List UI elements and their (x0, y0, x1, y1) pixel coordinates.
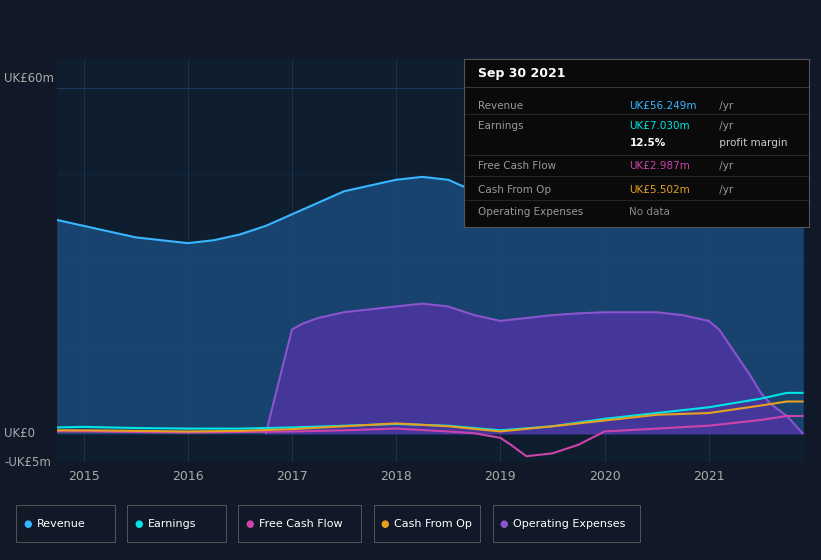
Text: /yr: /yr (716, 121, 733, 131)
Text: Earnings: Earnings (148, 519, 196, 529)
Text: Operating Expenses: Operating Expenses (513, 519, 626, 529)
Text: /yr: /yr (716, 161, 733, 171)
Text: Free Cash Flow: Free Cash Flow (259, 519, 342, 529)
Text: ●: ● (135, 519, 143, 529)
Text: ●: ● (500, 519, 508, 529)
Text: UK£5.502m: UK£5.502m (630, 185, 690, 195)
Text: Revenue: Revenue (478, 101, 523, 111)
Text: /yr: /yr (716, 101, 733, 111)
Text: UK£2.987m: UK£2.987m (630, 161, 690, 171)
Text: ●: ● (24, 519, 32, 529)
Text: UK£60m: UK£60m (4, 72, 54, 85)
Text: Free Cash Flow: Free Cash Flow (478, 161, 556, 171)
Text: ●: ● (245, 519, 254, 529)
Text: Revenue: Revenue (37, 519, 85, 529)
Text: No data: No data (630, 207, 670, 217)
Text: Earnings: Earnings (478, 121, 523, 131)
Text: ●: ● (381, 519, 389, 529)
Text: Sep 30 2021: Sep 30 2021 (478, 67, 565, 81)
Text: Operating Expenses: Operating Expenses (478, 207, 583, 217)
Text: UK£56.249m: UK£56.249m (630, 101, 697, 111)
Text: UK£7.030m: UK£7.030m (630, 121, 690, 131)
Text: /yr: /yr (716, 185, 733, 195)
Text: Cash From Op: Cash From Op (394, 519, 472, 529)
Text: -UK£5m: -UK£5m (4, 455, 51, 469)
Text: profit margin: profit margin (716, 138, 787, 148)
Text: 12.5%: 12.5% (630, 138, 666, 148)
Text: Cash From Op: Cash From Op (478, 185, 551, 195)
Text: UK£0: UK£0 (4, 427, 35, 440)
